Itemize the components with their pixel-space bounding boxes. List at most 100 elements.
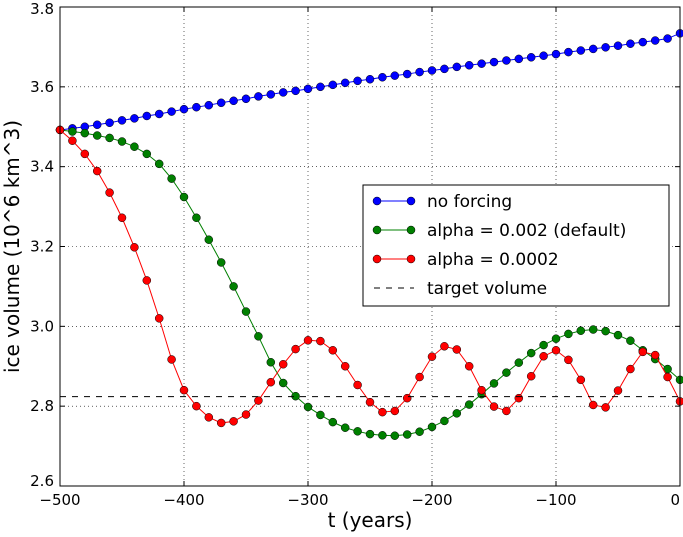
data-point bbox=[477, 385, 486, 395]
data-point bbox=[464, 61, 474, 70]
data-point bbox=[303, 402, 313, 412]
data-point bbox=[663, 372, 672, 382]
data-point bbox=[576, 375, 586, 385]
data-point bbox=[229, 417, 238, 426]
data-point bbox=[167, 107, 176, 116]
x-tick-label: −300 bbox=[287, 491, 328, 509]
data-point bbox=[204, 100, 214, 110]
data-point bbox=[378, 431, 387, 440]
data-point bbox=[502, 368, 511, 377]
legend-marker bbox=[406, 254, 416, 264]
legend-entries: no forcing alpha = 0.002 (default) alpha =… bbox=[372, 192, 626, 299]
y-tick-label: 3.8 bbox=[30, 0, 54, 18]
data-point bbox=[440, 64, 449, 74]
data-point bbox=[241, 410, 251, 419]
data-point bbox=[179, 385, 189, 395]
data-point bbox=[316, 410, 325, 420]
data-point bbox=[130, 142, 139, 151]
data-point bbox=[514, 54, 524, 64]
data-point bbox=[526, 53, 536, 62]
data-point bbox=[564, 47, 573, 57]
data-point bbox=[117, 137, 127, 146]
legend-label: alpha = 0.0002 bbox=[427, 250, 559, 270]
y-axis-label: ice volume (10^6 km^3) bbox=[0, 120, 24, 373]
data-point bbox=[415, 67, 424, 77]
data-point bbox=[92, 131, 102, 140]
y-tick-label: 3.6 bbox=[30, 78, 54, 96]
data-point bbox=[117, 116, 127, 125]
data-point bbox=[266, 377, 276, 387]
data-point bbox=[638, 347, 648, 357]
data-point bbox=[576, 326, 586, 335]
data-point bbox=[489, 57, 499, 67]
y-tick-label: 3.2 bbox=[30, 238, 54, 256]
data-point bbox=[80, 128, 90, 138]
data-point bbox=[105, 188, 114, 197]
data-point bbox=[365, 397, 375, 407]
data-point bbox=[402, 393, 412, 403]
data-point bbox=[241, 94, 251, 104]
data-point bbox=[142, 276, 152, 285]
data-point bbox=[130, 114, 139, 123]
data-point bbox=[390, 431, 400, 440]
data-point bbox=[241, 307, 251, 316]
series-1 bbox=[55, 125, 683, 440]
data-point bbox=[117, 213, 127, 223]
data-point bbox=[204, 235, 214, 244]
data-point bbox=[626, 39, 635, 48]
data-point bbox=[477, 59, 486, 68]
data-point bbox=[440, 416, 449, 426]
data-point bbox=[514, 358, 524, 367]
data-point bbox=[167, 355, 176, 364]
data-point bbox=[601, 403, 610, 412]
legend-entry: alpha = 0.0002 bbox=[372, 250, 559, 270]
data-point bbox=[154, 314, 164, 323]
data-point bbox=[539, 51, 548, 60]
data-point bbox=[68, 127, 77, 136]
x-tick-label: −200 bbox=[411, 491, 452, 509]
data-point bbox=[216, 258, 226, 267]
data-point bbox=[452, 62, 462, 72]
y-tick-label: 3.4 bbox=[30, 158, 54, 176]
data-point bbox=[167, 174, 176, 183]
data-point bbox=[551, 346, 561, 355]
data-point bbox=[514, 393, 524, 403]
data-point bbox=[254, 92, 263, 101]
data-point bbox=[216, 98, 226, 108]
legend-marker bbox=[406, 196, 416, 206]
data-point bbox=[229, 282, 238, 291]
data-point bbox=[105, 118, 114, 128]
data-point bbox=[105, 133, 114, 143]
data-point bbox=[502, 406, 511, 416]
data-point bbox=[427, 352, 437, 361]
data-point bbox=[80, 149, 90, 159]
series-2 bbox=[55, 125, 683, 428]
y-tick-label: 2.6 bbox=[30, 472, 54, 490]
data-point bbox=[204, 413, 214, 422]
data-point bbox=[415, 372, 424, 382]
data-point bbox=[390, 71, 400, 80]
data-point bbox=[402, 430, 412, 439]
data-point bbox=[278, 360, 288, 369]
data-point bbox=[601, 326, 610, 336]
data-point bbox=[378, 73, 387, 82]
legend-label: alpha = 0.002 (default) bbox=[427, 221, 626, 241]
data-point bbox=[68, 136, 77, 145]
data-point bbox=[415, 427, 424, 436]
data-point bbox=[489, 379, 499, 388]
legend-marker bbox=[372, 196, 382, 206]
data-point bbox=[328, 417, 338, 427]
data-point bbox=[613, 41, 623, 50]
x-tick-label: −100 bbox=[535, 491, 576, 509]
data-point bbox=[502, 56, 511, 65]
data-point bbox=[353, 76, 362, 86]
data-point bbox=[266, 90, 276, 99]
x-tick-label: −500 bbox=[39, 491, 80, 509]
data-point bbox=[564, 355, 573, 365]
data-point bbox=[638, 37, 648, 47]
data-point bbox=[130, 243, 139, 252]
data-point bbox=[92, 120, 102, 130]
data-point bbox=[179, 192, 189, 202]
